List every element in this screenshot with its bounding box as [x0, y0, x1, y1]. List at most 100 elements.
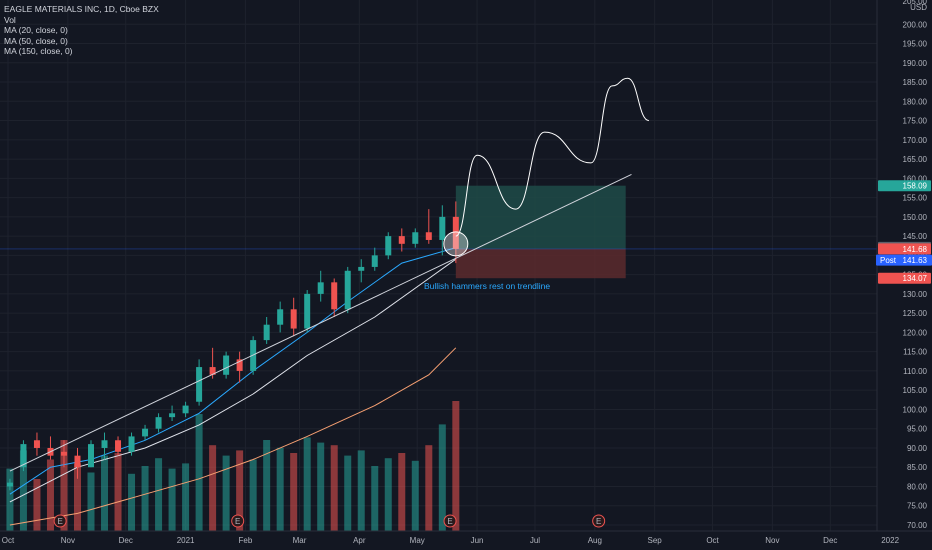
candle-body: [304, 293, 311, 329]
time-axis[interactable]: Oct Nov Dec 2021 Feb Mar Apr May Jun Jul Aug Sep Oct…: [0, 530, 932, 545]
candle-body: [412, 232, 419, 244]
earnings-marker-label: E: [447, 517, 452, 526]
price-tick-label: 175.00: [903, 117, 928, 126]
stop-zone: [455, 248, 626, 279]
candle-body: [277, 309, 284, 325]
stop-price-tag-bg: [878, 272, 931, 284]
candle-body: [60, 451, 67, 456]
volume-bar: [155, 458, 163, 531]
volume-bar: [249, 459, 257, 531]
candle-body: [6, 482, 13, 487]
earnings-marker: [231, 514, 245, 528]
time-tick-label: 2021: [177, 536, 195, 545]
volume-bar: [344, 455, 352, 531]
candle-body: [115, 440, 122, 452]
volume-bar: [168, 468, 176, 531]
volume-bar: [438, 424, 446, 531]
candle-body: [398, 236, 405, 244]
volume-bar: [141, 466, 149, 531]
candle-body: [223, 355, 230, 375]
volume-bar: [209, 445, 217, 531]
price-tick-label: 75.00: [907, 502, 928, 511]
candles: [6, 201, 459, 491]
price-tick-label: 115.00: [903, 348, 927, 357]
candle-body: [331, 282, 338, 310]
annotation-text[interactable]: Bullish hammers rest on trendline: [424, 281, 551, 291]
candle-body: [439, 216, 446, 240]
volume-bar: [411, 460, 419, 531]
earnings-marker-label: E: [235, 517, 240, 526]
ma20-line: [9, 247, 456, 495]
earnings-marker: [592, 514, 606, 528]
candle-body: [263, 324, 270, 341]
time-tick-label: Aug: [588, 536, 602, 545]
volume-bar: [114, 453, 122, 531]
volume-bars: [6, 401, 460, 531]
volume-bar: [276, 447, 284, 531]
time-tick-label: Mar: [293, 536, 307, 545]
chart-legend: EAGLE MATERIALS INC, 1D, Cboe BZX Vol MA…: [4, 4, 159, 57]
volume-bar: [290, 453, 298, 531]
stop-price-tag: 134.07: [903, 274, 928, 283]
candle-body: [182, 405, 189, 414]
price-tick-label: 80.00: [907, 482, 928, 491]
legend-vol[interactable]: Vol: [4, 14, 16, 25]
candle-body: [358, 266, 365, 271]
volume-bar: [452, 401, 460, 531]
earnings-marker-label: E: [596, 517, 601, 526]
ma50-line: [9, 258, 457, 503]
moving-averages: [9, 247, 457, 526]
legend-symbol[interactable]: EAGLE MATERIALS INC, 1D, Cboe BZX: [4, 4, 159, 14]
time-tick-label: Oct: [2, 536, 15, 545]
price-tick-label: 155.00: [903, 194, 928, 203]
volume-bar: [182, 463, 190, 531]
time-tick-label: Feb: [239, 536, 253, 545]
price-tick-label: 165.00: [903, 155, 928, 164]
candle-body: [385, 236, 392, 256]
earnings-marker: [53, 514, 67, 528]
candle-body: [20, 444, 27, 468]
time-tick-label: Nov: [765, 536, 779, 545]
target-price-tag-bg: [878, 180, 931, 192]
drawings: [9, 77, 650, 472]
trendline: [9, 174, 632, 472]
volume-bar: [222, 455, 230, 531]
time-tick-label: Apr: [353, 536, 366, 545]
price-tick-label: 100.00: [903, 405, 928, 414]
volume-bar: [317, 442, 325, 531]
legend-ma20[interactable]: MA (20, close, 0): [4, 25, 68, 35]
volume-bar: [128, 473, 136, 531]
candle-body: [290, 309, 297, 329]
price-tick-label: 85.00: [907, 463, 928, 472]
legend-ma150[interactable]: MA (150, close, 0): [4, 46, 73, 56]
currency-label: USD: [910, 3, 927, 12]
candle-body: [142, 428, 149, 437]
volume-bar: [87, 472, 95, 531]
candle-body: [74, 455, 81, 468]
price-tick-label: 95.00: [907, 425, 928, 434]
price-tick-label-partial: 205.00: [903, 0, 928, 6]
price-tick-label: 160.00: [903, 174, 928, 183]
volume-bar: [384, 458, 392, 531]
volume-bar: [195, 414, 203, 531]
volume-bar: [46, 459, 54, 531]
volume-bar: [73, 463, 81, 531]
post-price-tag-bg: [876, 254, 932, 266]
candle-body: [128, 436, 135, 452]
price-tick-label: 150.00: [903, 213, 928, 222]
projection-path: [455, 77, 650, 237]
last-price-tag: 141.68: [903, 245, 928, 254]
candle-body: [155, 417, 162, 429]
volume-bar: [425, 445, 433, 531]
legend-ma50[interactable]: MA (50, close, 0): [4, 35, 68, 46]
price-tick-label: 125.00: [903, 309, 928, 318]
price-tick-label: 195.00: [903, 40, 928, 49]
candle-body: [88, 444, 95, 468]
candle-body: [209, 367, 216, 375]
volume-bar: [236, 450, 244, 531]
time-tick-label: Dec: [119, 536, 133, 545]
time-tick-label: Sep: [648, 536, 663, 545]
